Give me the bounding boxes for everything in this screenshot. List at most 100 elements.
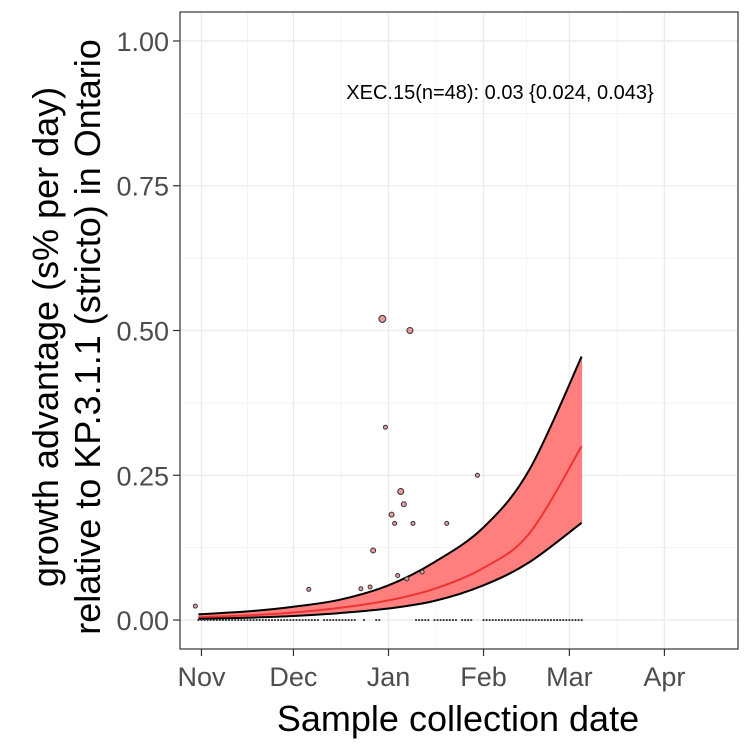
data-point [388,511,395,518]
zero-data-point [540,618,543,622]
zero-data-point [200,618,203,622]
data-point [400,501,407,508]
zero-data-point [528,618,531,622]
zero-data-point [322,618,326,622]
zero-data-point [375,618,378,622]
zero-data-point [270,618,274,622]
zero-data-point [304,618,307,622]
points-layer [192,314,583,622]
zero-data-point [433,618,436,622]
zero-data-point [252,618,255,622]
zero-data-point [460,618,464,622]
zero-data-point [464,618,467,622]
fit-lower-bound-line [198,522,583,620]
zero-data-point [215,618,218,622]
zero-data-point [506,618,510,622]
data-point [358,586,364,592]
zero-data-point [513,618,516,622]
zero-data-point [277,618,280,622]
y-axis-title-line1: growth advantage (s% per day) [25,87,66,587]
zero-data-point [362,618,366,622]
y-axis: 0.00 0.25 0.50 0.75 1.00 [116,27,180,636]
zero-data-point [482,618,485,622]
zero-data-point [519,618,522,622]
zero-data-point [510,618,513,622]
zero-data-point [249,618,252,622]
data-point [404,576,410,582]
zero-data-point [292,618,295,622]
data-point [367,584,373,590]
x-tick-label: Dec [269,662,317,692]
zero-data-point [289,618,292,622]
x-tick-label: Mar [546,662,593,692]
y-axis-title-line2: relative to KP.3.1.1 (stricto) in Ontari… [67,39,108,635]
zero-data-point [442,618,445,622]
zero-data-point [522,618,525,622]
zero-data-point [470,618,473,622]
zero-data-point [224,618,228,622]
zero-data-point [203,618,206,622]
zero-data-point [237,618,240,622]
data-point [395,572,401,578]
x-tick-label: Jan [367,662,411,692]
zero-data-point [335,618,338,622]
data-point [397,487,405,495]
zero-data-point [286,618,289,622]
zero-data-point [559,618,562,622]
data-point [410,520,416,526]
zero-data-point [439,618,442,622]
data-point [406,327,414,334]
zero-data-point [427,618,430,622]
zero-data-point [350,618,353,622]
zero-data-point [255,618,258,622]
zero-data-point [347,618,350,622]
zero-data-point [497,618,500,622]
zero-data-point [488,618,491,622]
x-axis-title: Sample collection date [277,698,639,739]
zero-data-point [500,618,504,622]
data-point [378,314,387,323]
zero-data-point [445,618,448,622]
zero-data-point [378,618,381,622]
zero-data-point [212,618,215,622]
data-point [382,424,388,430]
zero-data-point [197,618,200,622]
zero-data-point [436,618,439,622]
zero-data-point [565,618,568,622]
zero-data-point [451,618,454,622]
zero-data-point [221,618,225,622]
zero-data-point [571,618,574,622]
zero-data-point [424,618,427,622]
zero-data-point [546,618,550,622]
confidence-ribbon [198,356,582,619]
zero-data-point [332,618,335,622]
zero-data-point [338,618,341,622]
zero-data-point [467,618,470,622]
zero-data-point [243,618,246,622]
zero-data-point [418,618,421,622]
zero-data-point [543,618,546,622]
zero-data-point [326,618,329,622]
zero-data-point [267,618,271,622]
zero-data-point [353,618,356,622]
data-point [306,586,312,592]
data-point [392,520,398,526]
zero-data-point [534,618,537,622]
zero-data-point [562,618,565,622]
zero-data-point [574,618,577,622]
zero-data-point [310,618,313,622]
data-point [192,603,198,609]
x-tick-label: Feb [460,662,507,692]
zero-data-point [552,618,556,622]
zero-data-point [264,618,267,622]
zero-data-point [295,618,298,622]
zero-data-point [313,618,317,622]
zero-data-point [454,618,458,622]
data-point [370,547,377,554]
y-tick-label: 0.00 [116,606,169,636]
zero-data-point [491,618,494,622]
zero-data-point [261,618,264,622]
zero-data-point [298,618,301,622]
zero-data-point [307,618,310,622]
